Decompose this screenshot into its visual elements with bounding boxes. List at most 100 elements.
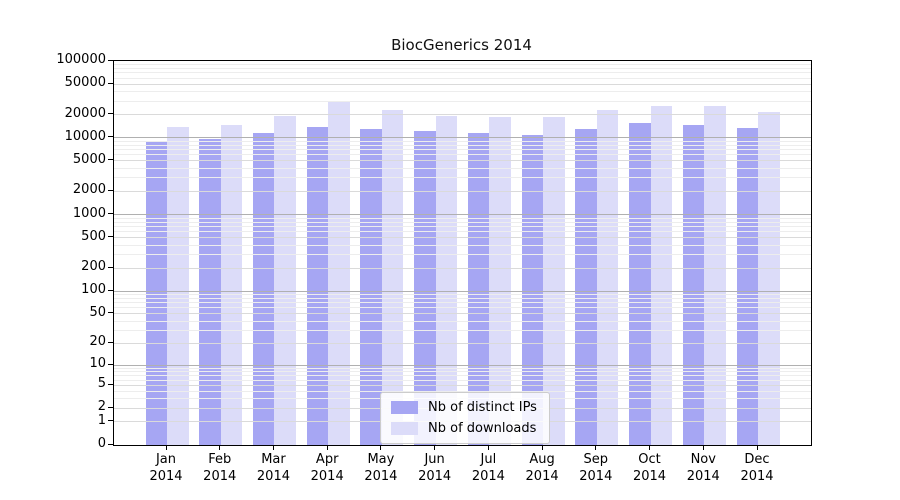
bar-downloads-nov xyxy=(704,105,726,445)
gridline xyxy=(114,302,811,304)
gridline xyxy=(114,177,811,179)
gridline xyxy=(114,307,811,309)
y-tick-mark xyxy=(108,289,113,291)
legend-swatch-downloads xyxy=(391,422,418,435)
x-tick-mark xyxy=(326,445,328,450)
x-tick-label-feb: Feb 2014 xyxy=(203,452,237,484)
gridline xyxy=(114,342,811,344)
gridline xyxy=(114,297,811,299)
y-tick-mark xyxy=(108,383,113,385)
x-tick-label-aug: Aug 2014 xyxy=(525,452,559,484)
x-tick-mark xyxy=(595,445,597,450)
gridline xyxy=(114,190,811,192)
gridline xyxy=(114,237,811,239)
bar-downloads-feb xyxy=(220,124,243,445)
y-tick-label: 200 xyxy=(81,259,106,275)
y-tick-mark xyxy=(108,420,113,422)
x-tick-label-jan: Jan 2014 xyxy=(149,452,183,484)
x-tick-label-jun: Jun 2014 xyxy=(418,452,452,484)
y-tick-mark xyxy=(108,82,113,84)
legend-row-distinct-ips: Nb of distinct IPs xyxy=(391,400,537,415)
legend-label-downloads: Nb of downloads xyxy=(428,421,537,436)
gridline xyxy=(114,384,811,386)
gridline xyxy=(114,290,811,292)
legend-row-downloads: Nb of downloads xyxy=(391,421,537,436)
y-tick-label: 1000 xyxy=(72,205,106,221)
gridline xyxy=(114,294,811,296)
gridline xyxy=(114,167,811,169)
x-tick-label-jul: Jul 2014 xyxy=(471,452,505,484)
y-tick-mark xyxy=(108,189,113,191)
bar-ips-jun xyxy=(414,130,436,445)
bar-downloads-jun xyxy=(435,115,458,445)
x-tick-mark xyxy=(541,445,543,450)
bar-ips-nov xyxy=(682,124,705,445)
gridline xyxy=(114,329,811,331)
chart-title: BiocGenerics 2014 xyxy=(391,36,532,54)
bar-ips-sep xyxy=(575,128,597,445)
y-tick-label: 20000 xyxy=(64,105,106,121)
x-tick-label-apr: Apr 2014 xyxy=(310,452,344,484)
gridline xyxy=(114,160,811,162)
y-tick-label: 5 xyxy=(97,376,106,392)
x-tick-mark xyxy=(649,445,651,450)
gridline xyxy=(114,390,811,392)
x-tick-label-nov: Nov 2014 xyxy=(686,452,720,484)
y-tick-label: 20 xyxy=(89,334,106,350)
bar-ips-jan xyxy=(145,140,167,445)
gridline xyxy=(114,77,811,79)
bar-ips-jul xyxy=(467,133,490,445)
x-tick-mark xyxy=(380,445,382,450)
gridline xyxy=(114,83,811,85)
plot-area xyxy=(113,60,812,446)
bar-downloads-dec xyxy=(758,111,780,445)
y-tick-label: 500 xyxy=(81,228,106,244)
gridline xyxy=(114,313,811,315)
gridline xyxy=(114,214,811,216)
bar-ips-aug xyxy=(521,134,544,445)
y-tick-label: 2 xyxy=(97,399,106,415)
gridline xyxy=(114,100,811,102)
y-tick-label: 10000 xyxy=(64,128,106,144)
y-tick-mark xyxy=(108,59,113,61)
y-tick-label: 100 xyxy=(81,282,106,298)
y-tick-mark xyxy=(108,312,113,314)
gridline xyxy=(114,64,811,65)
legend-swatch-distinct-ips xyxy=(391,401,418,414)
y-tick-mark xyxy=(108,213,113,215)
gridline xyxy=(114,154,811,156)
x-tick-label-dec: Dec 2014 xyxy=(740,452,774,484)
bar-ips-mar xyxy=(252,133,275,445)
y-tick-mark xyxy=(108,363,113,365)
y-tick-label: 10 xyxy=(89,356,106,372)
y-tick-mark xyxy=(108,443,113,445)
gridline xyxy=(114,137,811,139)
y-tick-label: 50 xyxy=(89,304,106,320)
y-tick-mark xyxy=(108,266,113,268)
bar-downloads-oct xyxy=(650,106,673,445)
y-tick-mark xyxy=(108,113,113,115)
gridline xyxy=(114,114,811,116)
x-tick-label-sep: Sep 2014 xyxy=(579,452,613,484)
x-tick-mark xyxy=(702,445,704,450)
y-tick-mark xyxy=(108,406,113,408)
bar-downloads-mar xyxy=(274,116,296,445)
gridline xyxy=(114,375,811,377)
gridline xyxy=(114,149,811,151)
y-tick-label: 50000 xyxy=(64,75,106,91)
bar-downloads-apr xyxy=(328,100,350,445)
y-tick-mark xyxy=(108,136,113,138)
gridline xyxy=(114,217,811,219)
gridline xyxy=(114,364,811,366)
gridline xyxy=(114,267,811,269)
gridline xyxy=(114,91,811,93)
gridline xyxy=(114,225,811,227)
legend: Nb of distinct IPs Nb of downloads xyxy=(380,392,550,444)
x-tick-mark xyxy=(487,445,489,450)
bar-downloads-sep xyxy=(596,109,619,445)
bar-downloads-jul xyxy=(489,117,511,445)
x-tick-label-may: May 2014 xyxy=(364,452,398,484)
gridline xyxy=(114,371,811,373)
gridline xyxy=(114,231,811,233)
